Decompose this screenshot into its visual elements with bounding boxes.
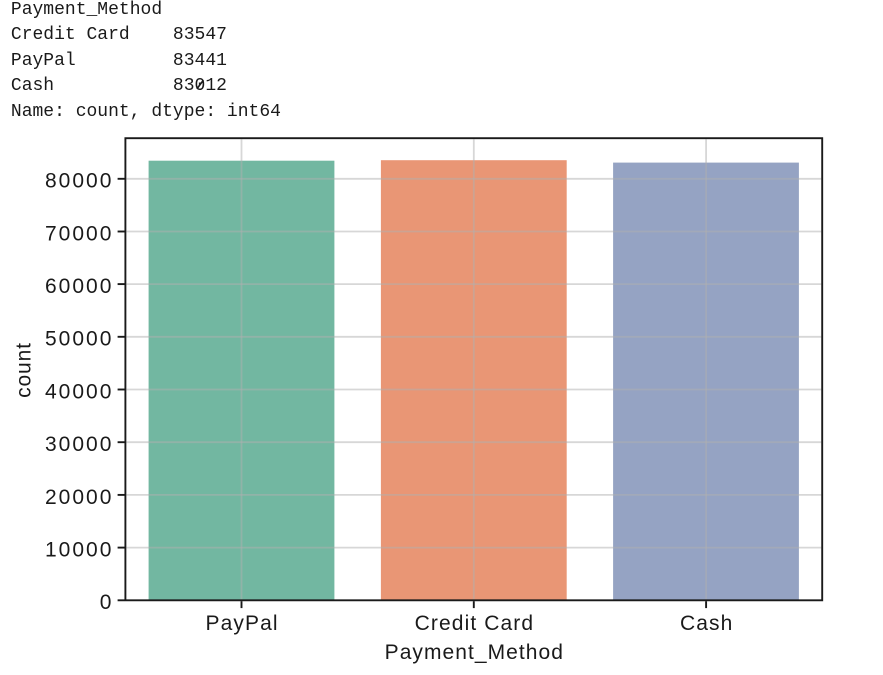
svg-text:Credit Card: Credit Card [415, 612, 534, 635]
svg-text:60000: 60000 [45, 275, 113, 298]
svg-text:10000: 10000 [45, 539, 113, 562]
svg-text:20000: 20000 [45, 486, 113, 509]
svg-text:50000: 50000 [45, 328, 113, 351]
svg-text:30000: 30000 [45, 433, 113, 456]
svg-text:0: 0 [100, 591, 114, 614]
svg-text:count: count [13, 342, 36, 398]
svg-text:80000: 80000 [45, 170, 113, 193]
svg-text:40000: 40000 [45, 380, 113, 403]
svg-text:PayPal: PayPal [206, 612, 279, 635]
svg-text:70000: 70000 [45, 222, 113, 245]
svg-text:Payment_Method: Payment_Method [385, 641, 564, 664]
svg-text:Cash: Cash [680, 612, 733, 635]
